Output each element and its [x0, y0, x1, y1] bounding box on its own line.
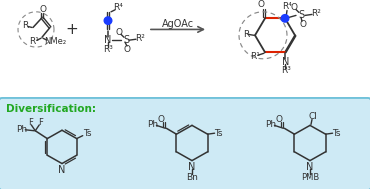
Text: O: O	[115, 28, 122, 37]
Text: R: R	[243, 30, 249, 39]
Text: F: F	[38, 119, 43, 127]
Text: N: N	[282, 57, 290, 67]
Text: Ph: Ph	[265, 120, 276, 129]
Text: Ph: Ph	[147, 120, 158, 129]
Text: Ts: Ts	[332, 129, 341, 138]
Text: Ph: Ph	[16, 125, 27, 134]
Text: O: O	[158, 115, 165, 124]
Text: +: +	[65, 22, 78, 37]
Text: O: O	[258, 0, 265, 9]
Text: F: F	[28, 119, 33, 127]
Text: S: S	[298, 10, 304, 20]
Text: O: O	[40, 5, 47, 14]
Text: S: S	[123, 35, 129, 45]
Text: R²: R²	[311, 9, 321, 18]
Text: AgOAc: AgOAc	[162, 19, 194, 29]
Text: R³: R³	[281, 66, 291, 75]
Text: O: O	[276, 115, 283, 124]
Text: R⁴: R⁴	[113, 3, 123, 12]
FancyBboxPatch shape	[0, 98, 370, 189]
Text: Ts: Ts	[214, 129, 223, 138]
Text: R⁴: R⁴	[282, 2, 292, 11]
Text: NMe₂: NMe₂	[44, 37, 66, 46]
Text: O: O	[124, 44, 131, 53]
Text: Diversification:: Diversification:	[6, 104, 96, 114]
Text: N: N	[188, 163, 196, 173]
Text: Cl: Cl	[309, 112, 317, 121]
Text: Ts: Ts	[84, 129, 92, 138]
Text: O: O	[299, 20, 306, 29]
Text: R¹: R¹	[250, 52, 260, 61]
Text: Bn: Bn	[186, 173, 198, 182]
Circle shape	[104, 17, 112, 24]
Text: R³: R³	[103, 46, 113, 54]
Text: N: N	[58, 165, 66, 175]
Text: R: R	[22, 21, 28, 30]
Text: N: N	[104, 35, 112, 45]
Text: O: O	[290, 3, 297, 12]
Text: R¹: R¹	[29, 37, 39, 46]
Text: R²: R²	[135, 34, 145, 43]
Text: PMB: PMB	[301, 173, 319, 182]
Circle shape	[281, 15, 289, 22]
Text: N: N	[306, 163, 314, 173]
